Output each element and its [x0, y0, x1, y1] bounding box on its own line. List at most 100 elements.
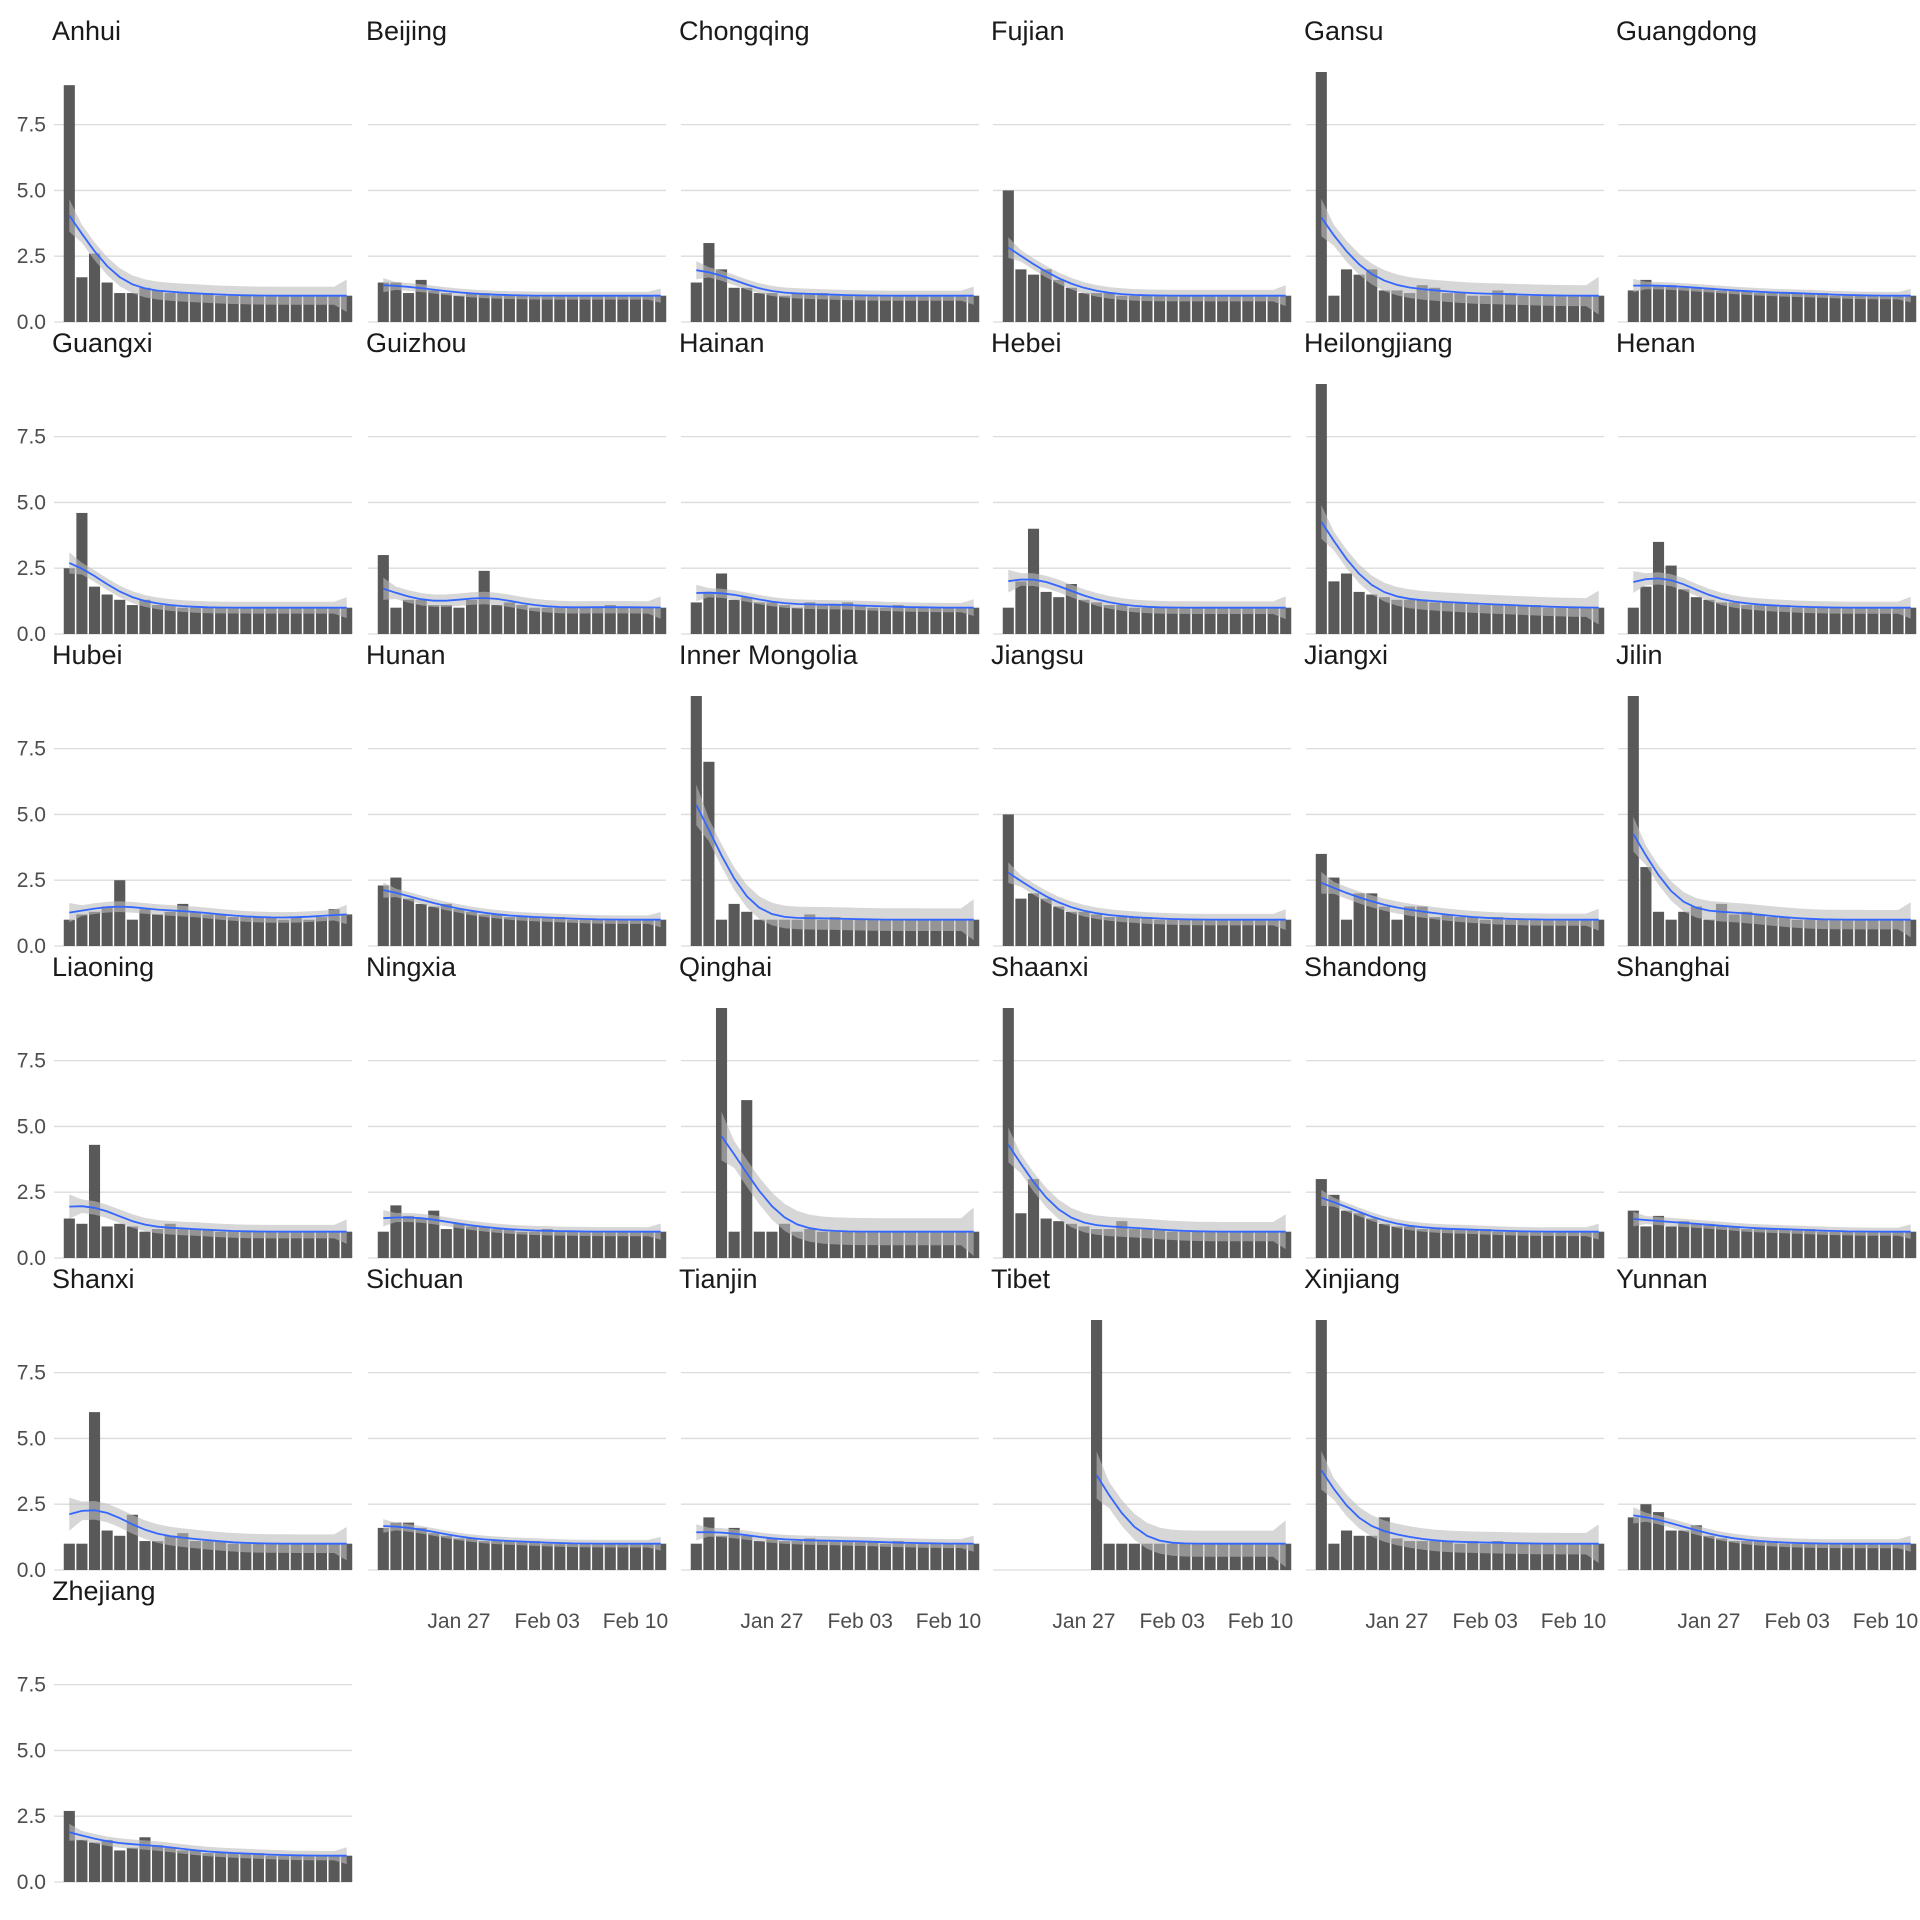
bar — [1378, 1223, 1390, 1258]
bar — [1867, 1543, 1879, 1570]
bar — [240, 607, 252, 634]
x-tick-label: Feb 03 — [1140, 1610, 1205, 1633]
bar — [1467, 917, 1479, 946]
bar — [114, 293, 126, 322]
bar — [1391, 599, 1403, 634]
bar — [1492, 917, 1504, 946]
bar — [101, 1530, 113, 1570]
bar — [152, 914, 164, 946]
bar — [554, 917, 566, 946]
bar — [690, 1543, 702, 1570]
bar — [930, 607, 942, 634]
bar — [265, 1543, 277, 1570]
bar — [1542, 1543, 1554, 1570]
bar — [1078, 1226, 1090, 1258]
bar — [917, 607, 929, 634]
bar — [879, 607, 891, 634]
bar — [1340, 573, 1353, 634]
smooth-line — [696, 269, 974, 297]
bar — [428, 290, 440, 322]
facet-panel: Guangxi 0.0 2.5 5.0 7.5 — [17, 328, 353, 646]
bar — [1640, 586, 1652, 634]
bar — [328, 1231, 340, 1258]
bar — [955, 607, 967, 634]
bar — [1429, 287, 1441, 322]
bar — [126, 1514, 138, 1570]
bar — [1179, 919, 1191, 946]
bar — [1753, 1541, 1765, 1570]
bar — [617, 295, 629, 322]
bar — [842, 919, 854, 946]
bar — [1027, 1179, 1040, 1258]
bar — [629, 1543, 642, 1570]
bar — [1328, 877, 1340, 946]
y-tick-label: 0.0 — [17, 1871, 46, 1894]
bar — [390, 282, 402, 322]
bar — [1716, 903, 1728, 946]
bar — [1905, 1543, 1917, 1570]
panel-title: Yunnan — [1616, 1264, 1708, 1294]
bar — [341, 914, 353, 946]
x-tick-label: Jan 27 — [1052, 1610, 1115, 1633]
bar — [1040, 1218, 1052, 1258]
bar — [177, 903, 189, 946]
bar — [63, 919, 75, 946]
bar — [415, 1218, 427, 1258]
facet-panel: Jiangsu — [991, 640, 1292, 947]
bar — [917, 919, 929, 946]
bar — [741, 597, 753, 634]
bar — [139, 909, 151, 946]
bar — [879, 1543, 891, 1570]
smooth-line — [1633, 284, 1911, 297]
bar — [579, 919, 591, 946]
bar — [1378, 906, 1390, 946]
bar — [164, 1223, 176, 1258]
bar — [1053, 279, 1065, 322]
bar — [164, 911, 176, 946]
bar — [1567, 1231, 1580, 1258]
bar — [816, 1541, 828, 1570]
bar — [440, 1229, 452, 1258]
bar — [278, 1543, 290, 1570]
bar — [227, 295, 239, 322]
x-tick-label: Feb 10 — [1853, 1610, 1918, 1633]
bar — [1816, 919, 1828, 946]
panel-title: Hunan — [366, 640, 446, 670]
bar — [715, 573, 728, 634]
bar — [1078, 293, 1090, 322]
bar — [63, 1810, 75, 1882]
bar — [1366, 1218, 1378, 1258]
bar — [1504, 1231, 1516, 1258]
bar — [377, 885, 389, 946]
bar — [879, 919, 891, 946]
bar — [1328, 1194, 1340, 1258]
bar — [1791, 1229, 1803, 1258]
smooth-line — [1095, 1474, 1286, 1545]
bar — [1728, 1541, 1740, 1570]
facet-panel: Jiangxi — [1304, 640, 1605, 947]
bar — [491, 605, 503, 634]
bar — [189, 911, 201, 946]
bar — [617, 1231, 629, 1258]
bar — [240, 1853, 252, 1882]
bar — [642, 1543, 654, 1570]
smooth-line — [1008, 578, 1286, 609]
bar — [1842, 919, 1854, 946]
confidence-band — [1321, 198, 1599, 315]
bar — [741, 911, 753, 946]
bar — [1217, 607, 1229, 634]
facet-panel: Henan — [1616, 328, 1917, 635]
bar — [1416, 285, 1428, 322]
confidence-band — [1633, 278, 1911, 303]
bar — [1116, 1543, 1128, 1570]
bar — [1504, 605, 1516, 634]
bar — [1467, 295, 1479, 322]
panel-title: Guangxi — [52, 328, 153, 358]
x-tick-label: Feb 03 — [515, 1610, 580, 1633]
bar — [189, 1541, 201, 1570]
bar — [1678, 1530, 1690, 1570]
bar — [1504, 919, 1516, 946]
bar — [1015, 1213, 1027, 1258]
bar — [854, 1541, 866, 1570]
bar — [278, 1231, 290, 1258]
